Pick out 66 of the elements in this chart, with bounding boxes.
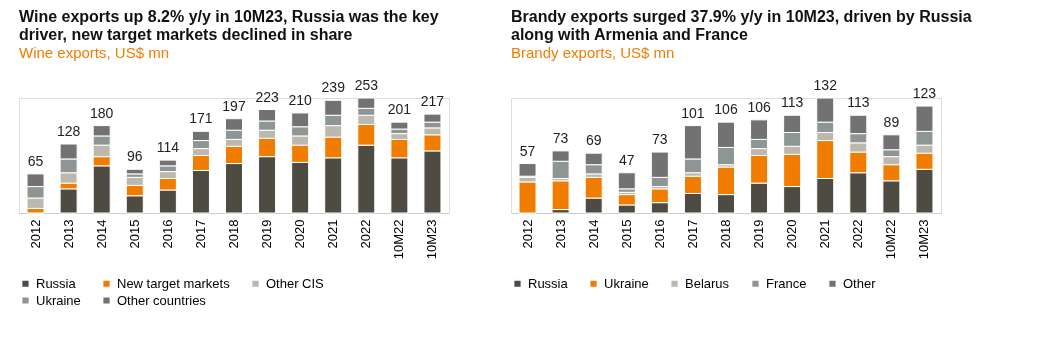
x-tick-label: 2013	[552, 219, 568, 249]
annotation: 253	[354, 77, 379, 93]
legend-label: Russia	[36, 275, 77, 291]
x-tick-label: 2016	[159, 219, 175, 249]
annotation: 201	[387, 101, 412, 118]
x-tick-label: 2018	[226, 219, 241, 249]
x-tick-label: 10M22	[391, 219, 407, 260]
annotation: 69	[585, 132, 602, 149]
x-tick-label: 2020	[292, 219, 308, 249]
x-tick-label: 2014	[585, 219, 601, 249]
annotation: 73	[652, 131, 668, 148]
annotation: 106	[747, 98, 771, 115]
legend-label: Other countries	[117, 292, 207, 308]
annotation: 128	[56, 123, 81, 139]
annotation: 132	[813, 77, 838, 93]
chart-title: Wine exports up 8.2% y/y in 10M23, Russia was the key driver, new target markets declined in share	[19, 8, 439, 43]
x-tick-label: 2016	[651, 219, 667, 249]
x-tick-label: 2014	[93, 219, 109, 249]
x-tick-label: 2022	[358, 219, 374, 249]
legend-label: Other	[843, 275, 877, 291]
legend-label: France	[766, 275, 807, 291]
chart-subtitle: Wine exports, US$ mn	[19, 44, 170, 61]
x-tick-label: 2019	[259, 219, 275, 249]
annotation: 57	[519, 142, 536, 159]
x-tick-label: 2020	[784, 219, 800, 249]
legend-label: Ukraine	[604, 275, 649, 291]
x-tick-label: 2012	[519, 219, 535, 249]
annotation: 239	[321, 79, 346, 96]
x-tick-label: 2021	[325, 219, 341, 249]
legend-label: Ukraine	[36, 292, 81, 308]
annotation: 113	[847, 94, 870, 111]
x-tick-label: 2019	[751, 219, 767, 249]
legend-label: Russia	[528, 275, 569, 291]
x-tick-label: 2015	[126, 219, 142, 249]
annotation: 197	[222, 97, 246, 114]
x-tick-label: 10M22	[883, 219, 899, 260]
legend-label: Other CIS	[266, 275, 325, 291]
annotation: 223	[255, 88, 279, 105]
annotation: 47	[618, 151, 635, 168]
annotation: 114	[156, 139, 180, 156]
annotation: 210	[288, 91, 313, 108]
chart-title: Brandy exports surged 37.9% y/y in 10M23, driven by Russia along with Armenia and France	[511, 8, 972, 43]
legend-label: New target markets	[117, 275, 231, 291]
annotation: 106	[714, 101, 738, 118]
x-tick-label: 10M23	[424, 219, 440, 260]
x-tick-label: 10M23	[916, 219, 932, 260]
x-tick-label: 2022	[850, 219, 866, 249]
annotation: 73	[552, 129, 569, 146]
annotation: 123	[912, 85, 937, 102]
annotation: 180	[90, 104, 114, 121]
x-tick-label: 2021	[817, 219, 833, 249]
annotation: 217	[420, 93, 445, 110]
x-tick-label: 2012	[27, 219, 43, 249]
x-tick-label: 2017	[192, 219, 208, 249]
annotation: 65	[27, 152, 44, 169]
annotation: 113	[780, 94, 804, 111]
annotation: 89	[883, 113, 900, 130]
x-tick-label: 2013	[60, 219, 76, 249]
annotation: 101	[681, 104, 705, 121]
x-tick-label: 2015	[618, 219, 634, 249]
x-tick-label: 2017	[684, 219, 700, 249]
x-tick-label: 2018	[718, 219, 733, 249]
annotation: 96	[126, 148, 143, 165]
annotation: 171	[189, 110, 213, 127]
chart-subtitle: Brandy exports, US$ mn	[511, 44, 675, 61]
legend-label: Belarus	[685, 275, 730, 291]
